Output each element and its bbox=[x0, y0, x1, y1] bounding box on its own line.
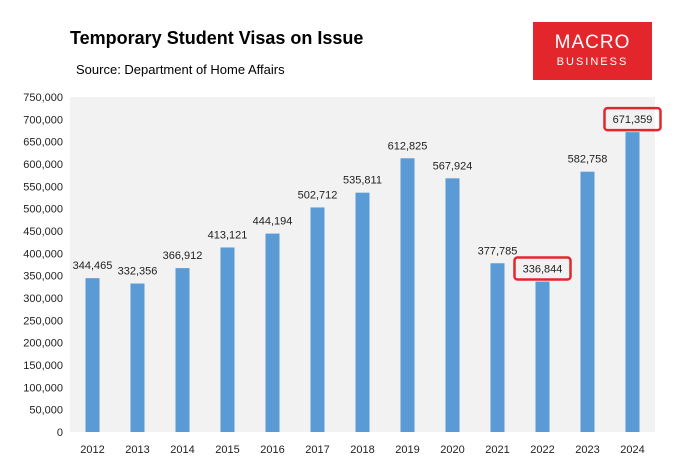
data-label-2022: 336,844 bbox=[523, 264, 563, 276]
bar-2017 bbox=[310, 207, 325, 432]
bar-2022 bbox=[535, 281, 550, 432]
x-tick-label: 2014 bbox=[170, 444, 194, 456]
y-tick-label: 100,000 bbox=[23, 382, 63, 394]
bar-2015 bbox=[220, 247, 235, 432]
y-tick-label: 250,000 bbox=[23, 315, 63, 327]
x-tick-label: 2016 bbox=[260, 444, 284, 456]
macro-business-logo: MACRO BUSINESS bbox=[533, 22, 652, 80]
x-tick-label: 2012 bbox=[80, 444, 104, 456]
y-tick-label: 450,000 bbox=[23, 226, 63, 238]
data-label-2018: 535,811 bbox=[343, 175, 382, 187]
y-tick-label: 400,000 bbox=[23, 248, 63, 260]
x-tick-label: 2013 bbox=[125, 444, 149, 456]
x-tick-label: 2024 bbox=[620, 444, 644, 456]
y-tick-label: 150,000 bbox=[23, 360, 63, 372]
y-tick-label: 0 bbox=[57, 427, 63, 439]
data-label-2021: 377,785 bbox=[478, 245, 518, 257]
highlight-boxes bbox=[513, 106, 662, 281]
data-label-2023: 582,758 bbox=[568, 154, 608, 166]
x-tick-label: 2017 bbox=[305, 444, 329, 456]
bar-2020 bbox=[445, 178, 460, 432]
bar-2018 bbox=[355, 192, 370, 432]
y-tick-label: 750,000 bbox=[23, 92, 63, 104]
y-tick-label: 300,000 bbox=[23, 293, 63, 305]
data-label-2017: 502,712 bbox=[298, 189, 338, 201]
bar-2021 bbox=[490, 263, 505, 432]
y-tick-label: 200,000 bbox=[23, 338, 63, 350]
data-label-2019: 612,825 bbox=[388, 140, 428, 152]
highlight-box-2024 bbox=[603, 106, 662, 132]
bar-2014 bbox=[175, 268, 190, 432]
data-label-2024: 671,359 bbox=[613, 114, 653, 126]
bar-2024 bbox=[625, 132, 640, 432]
y-tick-label: 550,000 bbox=[23, 181, 63, 193]
logo-line-1: MACRO bbox=[554, 32, 631, 53]
y-tick-label: 50,000 bbox=[29, 405, 63, 417]
chart-title: Temporary Student Visas on Issue bbox=[70, 28, 364, 48]
data-label-2015: 413,121 bbox=[208, 229, 248, 241]
x-tick-label: 2022 bbox=[530, 444, 554, 456]
y-tick-label: 650,000 bbox=[23, 137, 63, 149]
bar-2013 bbox=[130, 283, 145, 432]
data-label-2013: 332,356 bbox=[118, 266, 158, 278]
logo-line-2: BUSINESS bbox=[556, 56, 629, 68]
y-tick-label: 500,000 bbox=[23, 204, 63, 216]
data-label-2014: 366,912 bbox=[163, 250, 203, 262]
x-axis: 2012 2013 2014 2015 2016 2017 2018 2019 2020 2021… bbox=[80, 444, 644, 456]
y-tick-label: 350,000 bbox=[23, 271, 63, 283]
bar-2016 bbox=[265, 233, 280, 432]
x-tick-label: 2021 bbox=[485, 444, 509, 456]
y-tick-label: 700,000 bbox=[23, 114, 63, 126]
bar-2023 bbox=[580, 171, 595, 433]
x-tick-label: 2023 bbox=[575, 444, 599, 456]
data-label-2012: 344,465 bbox=[73, 260, 113, 272]
bar-2012 bbox=[85, 278, 100, 432]
bar-2019 bbox=[400, 158, 415, 433]
bars bbox=[85, 132, 640, 433]
y-axis: 0 50,000 100,000 150,000 200,000 250,000 300,0… bbox=[23, 92, 63, 439]
chart-subtitle: Source: Department of Home Affairs bbox=[76, 62, 285, 77]
highlight-box-2022 bbox=[513, 256, 572, 281]
data-labels: 344,465 332,356 366,912 413,121 444,194 502,7… bbox=[73, 114, 653, 277]
x-tick-label: 2015 bbox=[215, 444, 239, 456]
data-label-2016: 444,194 bbox=[253, 216, 293, 228]
x-tick-label: 2019 bbox=[395, 444, 419, 456]
y-tick-label: 600,000 bbox=[23, 159, 63, 171]
x-tick-label: 2020 bbox=[440, 444, 464, 456]
data-label-2020: 567,924 bbox=[433, 160, 473, 172]
x-tick-label: 2018 bbox=[350, 444, 374, 456]
